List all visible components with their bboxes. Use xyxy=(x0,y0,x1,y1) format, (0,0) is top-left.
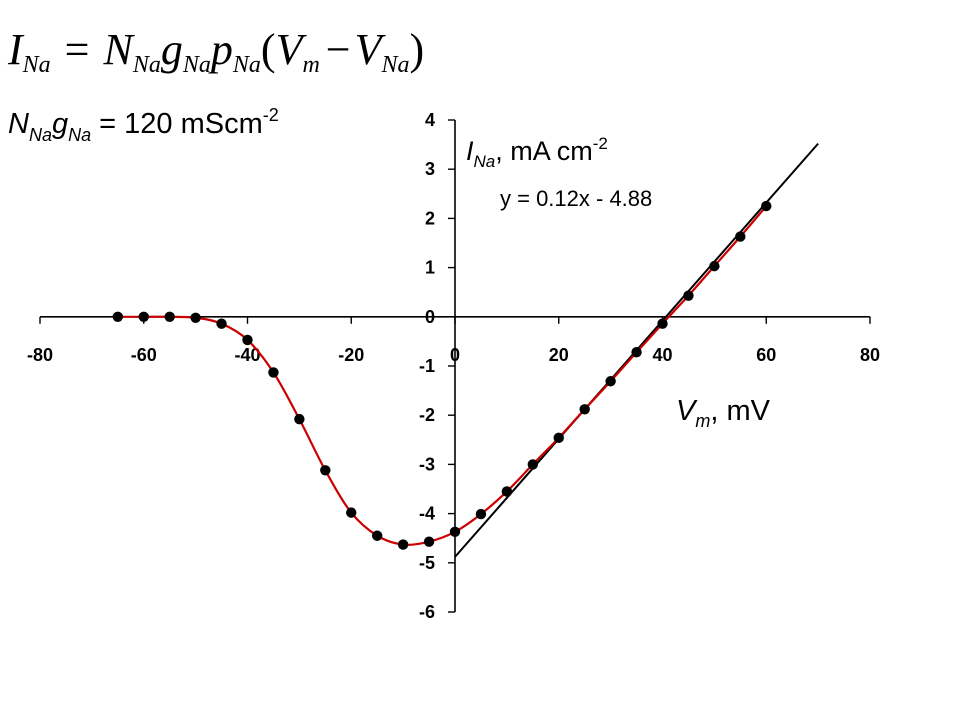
data-points xyxy=(112,200,772,550)
eq-vm-sub: m xyxy=(302,52,319,78)
axes: -80 -60 -40 -20 0 20 40 60 80 4 3 2 1 0 -1 -2 -3 -4 -5 -6 xyxy=(27,110,880,622)
data-point xyxy=(164,311,175,322)
data-point xyxy=(268,367,279,378)
y-tick-label: -6 xyxy=(419,602,435,622)
eq-lhs-sub: Na xyxy=(22,52,51,78)
eq-n: N xyxy=(103,25,136,74)
x-label-sub: m xyxy=(695,411,710,431)
x-tick-label: 0 xyxy=(450,345,460,365)
data-point xyxy=(631,347,642,358)
conductance-label: NNagNa = 120 mScm-2 xyxy=(8,105,279,145)
cond-value: = 120 mScm xyxy=(91,108,263,140)
eq-p-sub: Na xyxy=(232,52,261,78)
data-point xyxy=(112,311,124,322)
cond-n-sub: Na xyxy=(29,125,52,145)
trendline-label: y = 0.12x - 4.88 xyxy=(500,186,652,211)
data-point xyxy=(242,334,253,346)
cond-g-sub: Na xyxy=(68,125,91,145)
data-point xyxy=(397,539,409,550)
smooth-curve xyxy=(117,205,768,546)
x-tick-label: 20 xyxy=(549,345,569,365)
eq-open-paren: ( xyxy=(261,25,276,74)
x-axis-label: Vm, mV xyxy=(676,395,771,431)
eq-vna-sub: Na xyxy=(381,52,410,78)
data-point xyxy=(761,200,772,212)
equation: INa = NNagNapNa(Vm −VNa) xyxy=(7,25,424,78)
data-point xyxy=(371,530,383,541)
x-tick-label: 40 xyxy=(652,345,672,365)
fit-lines xyxy=(117,142,819,558)
x-tick-label: 60 xyxy=(756,345,776,365)
data-point xyxy=(579,404,590,415)
y-tick-label: -1 xyxy=(419,356,435,376)
cond-sup: -2 xyxy=(263,105,279,125)
data-point xyxy=(216,318,227,329)
data-point xyxy=(605,376,616,387)
x-tick-label: -20 xyxy=(338,345,364,365)
x-label-main: V xyxy=(676,395,698,427)
y-tick-label: -3 xyxy=(419,454,435,474)
y-tick-label: -2 xyxy=(419,405,435,425)
data-point xyxy=(449,526,461,538)
y-tick-label: -5 xyxy=(419,553,435,573)
data-point xyxy=(294,413,305,425)
eq-close-paren: ) xyxy=(410,25,425,74)
y-label-sub: Na xyxy=(474,152,496,171)
data-point xyxy=(709,260,720,272)
y-label-main: I xyxy=(466,136,474,166)
data-point xyxy=(190,312,201,323)
x-tick-label: -60 xyxy=(131,345,157,365)
y-tick-label: 2 xyxy=(425,208,435,228)
eq-equals: = xyxy=(65,25,90,74)
eq-vm: V xyxy=(276,25,308,74)
x-tick-label: -40 xyxy=(234,345,260,365)
cond-n: N xyxy=(8,108,29,140)
data-point xyxy=(553,432,564,444)
eq-g: g xyxy=(161,25,183,74)
y-axis-label: INa, mA cm-2 xyxy=(466,134,608,171)
y-tick-label: 3 xyxy=(425,159,435,179)
eq-p: p xyxy=(208,25,233,74)
eq-n-sub: Na xyxy=(132,52,161,78)
y-tick-label: -4 xyxy=(419,504,435,524)
data-point xyxy=(657,318,668,329)
data-point xyxy=(423,536,435,547)
y-label-sup: -2 xyxy=(593,134,608,153)
eq-minus: − xyxy=(326,25,351,74)
data-point xyxy=(346,507,357,518)
cond-g: g xyxy=(52,108,68,140)
eq-lhs: I xyxy=(7,25,25,74)
x-tick-label: -80 xyxy=(27,345,53,365)
data-point xyxy=(735,231,746,242)
data-point xyxy=(683,290,694,301)
data-point xyxy=(320,465,331,476)
x-tick-label: 80 xyxy=(860,345,880,365)
data-point xyxy=(475,508,487,520)
data-point xyxy=(501,486,513,497)
eq-vna: V xyxy=(355,25,387,74)
y-tick-label: 0 xyxy=(425,307,435,327)
x-label-rest: , mV xyxy=(710,395,770,427)
eq-g-sub: Na xyxy=(182,52,211,78)
y-tick-label: 4 xyxy=(425,110,435,130)
y-tick-label: 1 xyxy=(425,258,435,278)
data-point xyxy=(138,311,149,322)
data-point xyxy=(527,459,539,470)
y-label-rest: , mA cm xyxy=(495,136,593,166)
